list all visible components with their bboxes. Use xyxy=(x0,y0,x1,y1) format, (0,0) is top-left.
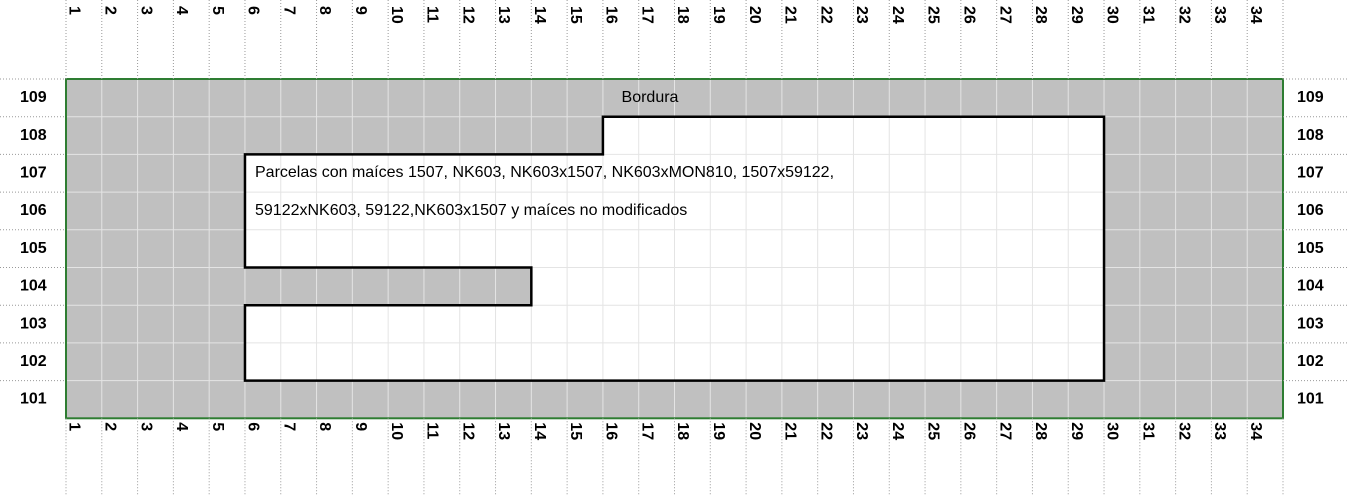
column-label: 13 xyxy=(495,422,512,440)
row-label: 109 xyxy=(20,89,47,106)
row-label: 108 xyxy=(1297,127,1324,144)
column-label: 32 xyxy=(1175,6,1192,24)
column-label: 9 xyxy=(352,422,369,431)
column-label: 34 xyxy=(1247,422,1264,440)
column-label: 19 xyxy=(710,6,727,24)
column-label: 8 xyxy=(316,422,333,431)
column-label: 17 xyxy=(638,6,655,24)
column-label: 21 xyxy=(782,422,799,440)
row-label: 102 xyxy=(20,353,47,370)
column-label: 29 xyxy=(1068,6,1085,24)
column-label: 4 xyxy=(173,6,190,15)
column-label: 19 xyxy=(710,422,727,440)
column-label: 1 xyxy=(66,6,83,15)
column-label: 22 xyxy=(817,422,834,440)
row-label: 104 xyxy=(20,278,47,295)
border-label: Bordura xyxy=(622,89,679,106)
column-label: 22 xyxy=(817,6,834,24)
column-label: 30 xyxy=(1104,6,1121,24)
column-label: 14 xyxy=(531,6,548,24)
column-label: 13 xyxy=(495,6,512,24)
column-label: 17 xyxy=(638,422,655,440)
column-label: 27 xyxy=(996,422,1013,440)
plots-label: Parcelas con maíces 1507, NK603, NK603x1… xyxy=(255,164,834,181)
column-label: 11 xyxy=(424,6,441,23)
column-label: 10 xyxy=(388,422,405,440)
column-label: 26 xyxy=(961,6,978,24)
column-label: 6 xyxy=(245,6,262,15)
column-label: 15 xyxy=(567,422,584,440)
column-label: 23 xyxy=(853,6,870,24)
row-label: 107 xyxy=(20,164,47,181)
row-label: 106 xyxy=(20,202,47,219)
column-label: 7 xyxy=(280,422,297,431)
column-label: 2 xyxy=(101,422,118,431)
column-label: 8 xyxy=(316,6,333,15)
column-label: 31 xyxy=(1139,6,1156,24)
column-label: 20 xyxy=(746,422,763,440)
row-label: 102 xyxy=(1297,353,1324,370)
row-label: 103 xyxy=(20,315,47,332)
row-label: 107 xyxy=(1297,164,1324,181)
column-label: 28 xyxy=(1032,422,1049,440)
column-label: 24 xyxy=(889,6,906,24)
row-label: 105 xyxy=(1297,240,1324,257)
column-label: 11 xyxy=(424,422,441,439)
column-label: 10 xyxy=(388,6,405,24)
row-label: 101 xyxy=(20,391,47,408)
row-label: 101 xyxy=(1297,391,1324,408)
column-label: 16 xyxy=(603,6,620,24)
row-label: 108 xyxy=(20,127,47,144)
column-label: 34 xyxy=(1247,6,1264,24)
row-label: 106 xyxy=(1297,202,1324,219)
column-label: 12 xyxy=(459,422,476,440)
column-label: 23 xyxy=(853,422,870,440)
row-label: 104 xyxy=(1297,278,1324,295)
column-label: 3 xyxy=(137,422,154,431)
column-label: 16 xyxy=(603,422,620,440)
column-label: 12 xyxy=(459,6,476,24)
column-label: 2 xyxy=(101,6,118,15)
column-label: 29 xyxy=(1068,422,1085,440)
column-label: 14 xyxy=(531,422,548,440)
column-label: 26 xyxy=(961,422,978,440)
column-label: 25 xyxy=(925,422,942,440)
column-label: 9 xyxy=(352,6,369,15)
column-label: 32 xyxy=(1175,422,1192,440)
column-label: 5 xyxy=(209,6,226,15)
row-label: 109 xyxy=(1297,89,1324,106)
column-label: 30 xyxy=(1104,422,1121,440)
column-label: 24 xyxy=(889,422,906,440)
column-label: 18 xyxy=(674,6,691,24)
column-label: 20 xyxy=(746,6,763,24)
column-label: 7 xyxy=(280,6,297,15)
column-label: 18 xyxy=(674,422,691,440)
column-label: 33 xyxy=(1211,422,1228,440)
column-label: 31 xyxy=(1139,422,1156,440)
column-label: 15 xyxy=(567,6,584,24)
column-label: 33 xyxy=(1211,6,1228,24)
row-label: 103 xyxy=(1297,315,1324,332)
column-label: 27 xyxy=(996,6,1013,24)
column-label: 3 xyxy=(137,6,154,15)
column-label: 6 xyxy=(245,422,262,431)
row-label: 105 xyxy=(20,240,47,257)
column-label: 28 xyxy=(1032,6,1049,24)
plot-outline xyxy=(243,115,1106,382)
column-label: 25 xyxy=(925,6,942,24)
column-label: 4 xyxy=(173,422,190,431)
column-label: 1 xyxy=(66,422,83,431)
column-label: 21 xyxy=(782,6,799,24)
plots-label: 59122xNK603, 59122,NK603x1507 y maíces n… xyxy=(255,202,687,219)
column-label: 5 xyxy=(209,422,226,431)
